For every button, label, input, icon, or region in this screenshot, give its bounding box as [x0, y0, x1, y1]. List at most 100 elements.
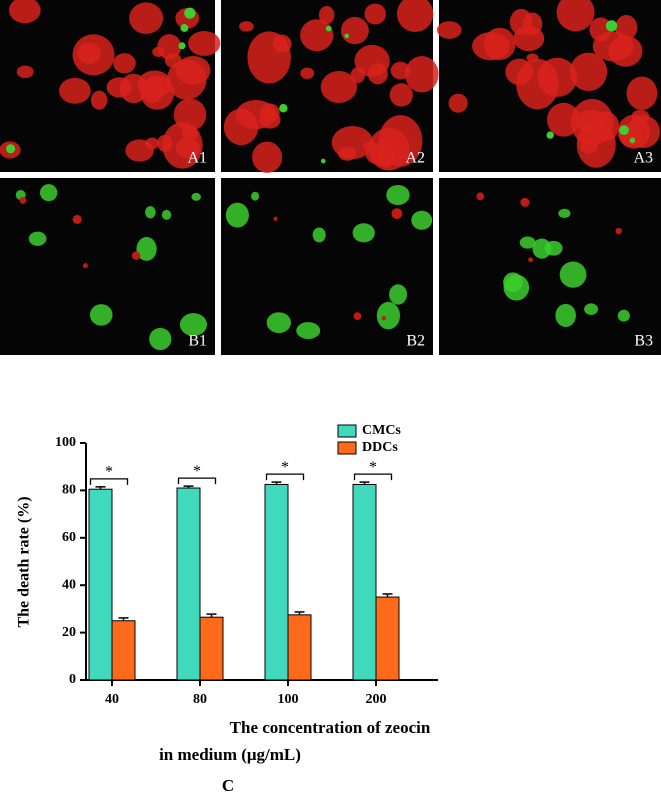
legend-swatch [337, 424, 357, 438]
bar [352, 483, 377, 681]
micrograph [0, 178, 215, 355]
cell-blob [546, 131, 554, 139]
cell-blob [569, 52, 608, 92]
cell-blob [626, 76, 658, 111]
panel-label: A3 [633, 150, 653, 167]
cell-blob [556, 0, 595, 32]
cell-blob [39, 184, 58, 202]
cell-blob [252, 141, 283, 173]
cell-blob [82, 263, 88, 269]
cell-blob [519, 236, 536, 249]
cell-blob [389, 284, 408, 305]
y-tick-label: 40 [62, 577, 76, 592]
significance-label: * [369, 459, 377, 476]
y-tick-label: 60 [62, 530, 76, 545]
cell-blob [225, 202, 249, 228]
cell-blob [8, 0, 41, 24]
cell-blob [90, 90, 108, 110]
x-axis-title: in medium (μg/mL) [159, 745, 301, 764]
cell-blob [537, 57, 578, 97]
cell-blob [483, 27, 516, 61]
y-tick-label: 20 [62, 625, 76, 640]
cell-blob [377, 148, 395, 168]
cell-blob [300, 67, 315, 79]
cell-blob [381, 315, 386, 321]
cell-blob [296, 322, 321, 340]
cell-blob [584, 303, 599, 315]
significance-bracket [265, 473, 305, 481]
cell-blob [396, 0, 434, 33]
micrograph [439, 178, 661, 355]
cell-blob [279, 104, 288, 113]
cell-blob [352, 223, 375, 243]
cell-blob [389, 83, 413, 107]
cell-blob [615, 227, 622, 235]
significance-label: * [105, 464, 113, 481]
bar [264, 483, 289, 681]
cell-blob [113, 53, 136, 74]
panel-label: B1 [188, 333, 207, 350]
micrograph [221, 178, 433, 355]
cell-blob [476, 192, 485, 201]
cell-blob [558, 208, 571, 218]
cell-blob [59, 77, 91, 104]
cell-blob [617, 309, 630, 322]
cell-blob [152, 46, 165, 57]
cell-blob [180, 24, 189, 32]
cell-blob [300, 19, 334, 52]
micrograph-panels: A1 A2 A3 B1 B2 B3 [0, 0, 661, 355]
x-tick-label: 200 [366, 692, 387, 707]
bar [111, 620, 136, 681]
cell-blob [592, 31, 634, 62]
x-axis-title: The concentration of zeocin [230, 718, 431, 737]
cell-blob [239, 21, 254, 32]
cell-blob [77, 42, 101, 64]
panel-label: B3 [634, 333, 653, 350]
y-tick-label: 0 [69, 672, 76, 687]
cell-blob [513, 25, 545, 52]
cell-blob [137, 70, 172, 99]
figure-label: C [222, 776, 234, 795]
cell-blob [251, 191, 260, 201]
cell-blob [544, 240, 563, 256]
cell-blob [318, 5, 335, 24]
cell-blob [89, 304, 113, 326]
cell-blob [320, 71, 357, 103]
cell-blob [338, 146, 357, 161]
cell-blob [619, 125, 629, 136]
x-tick-label: 40 [105, 692, 119, 707]
cell-blob [503, 274, 530, 301]
cell-blob [605, 20, 618, 32]
cell-blob [136, 236, 157, 261]
cell-blob [391, 208, 403, 219]
cell-blob [350, 67, 365, 84]
cell-blob [340, 16, 369, 45]
panel-label: A1 [187, 150, 207, 167]
cell-blob [129, 2, 164, 35]
cell-blob [354, 44, 390, 77]
bar [88, 488, 113, 681]
cell-blob [273, 216, 278, 221]
x-tick-label: 80 [193, 692, 207, 707]
cell-blob [629, 137, 636, 144]
cell-blob [363, 141, 377, 152]
legend-swatch [337, 441, 357, 455]
cell-blob [353, 312, 362, 320]
cell-blob [266, 312, 291, 334]
cell-blob [386, 184, 410, 206]
cell-blob [184, 7, 196, 19]
cell-blob [325, 25, 332, 32]
significance-label: * [281, 459, 289, 476]
cell-blob [575, 109, 607, 134]
panel-label: A2 [405, 150, 425, 167]
cell-blob [175, 55, 211, 85]
cell-blob [364, 3, 386, 25]
cell-blob [178, 42, 186, 50]
cell-blob [179, 313, 208, 336]
cell-blob [247, 31, 291, 84]
significance-bracket [89, 478, 129, 485]
legend-label: DDCs [362, 440, 398, 455]
cell-blob [125, 139, 154, 162]
cell-blob [405, 55, 439, 93]
